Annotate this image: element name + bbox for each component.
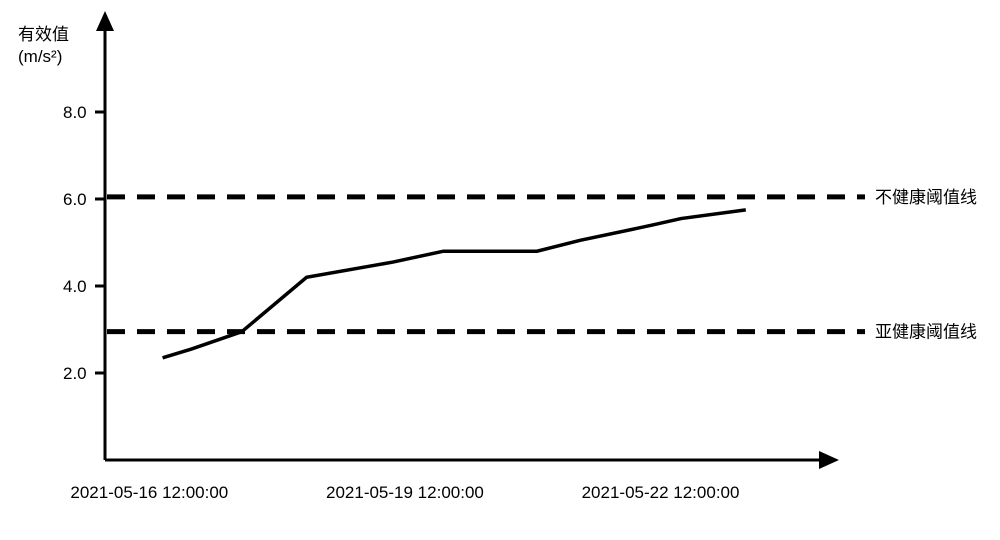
y-axis-arrow [96,11,114,31]
y-tick-label: 8.0 [63,103,87,122]
x-tick-label: 2021-05-22 12:00:00 [582,483,740,502]
y-tick-label: 2.0 [63,364,87,383]
y-tick-label: 6.0 [63,190,87,209]
threshold-label: 不健康阈值线 [875,188,977,207]
x-tick-label: 2021-05-16 12:00:00 [70,483,228,502]
x-tick-label: 2021-05-19 12:00:00 [326,483,484,502]
y-tick-label: 4.0 [63,277,87,296]
chart-container: 有效值 (m/s²) 2.0 4.0 6.0 8.0 不健康阈值线亚健康阈值线 2021-05… [0,0,1000,540]
y-axis-title-2: (m/s²) [18,47,62,66]
y-axis-title-1: 有效值 [18,25,69,44]
chart-svg: 有效值 (m/s²) 2.0 4.0 6.0 8.0 不健康阈值线亚健康阈值线 2021-05… [0,0,1000,540]
x-axis-arrow [819,451,839,469]
data-series [163,210,746,358]
threshold-label: 亚健康阈值线 [875,323,977,342]
